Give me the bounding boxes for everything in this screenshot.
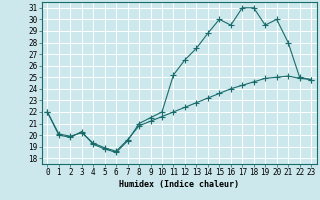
X-axis label: Humidex (Indice chaleur): Humidex (Indice chaleur) [119,180,239,189]
